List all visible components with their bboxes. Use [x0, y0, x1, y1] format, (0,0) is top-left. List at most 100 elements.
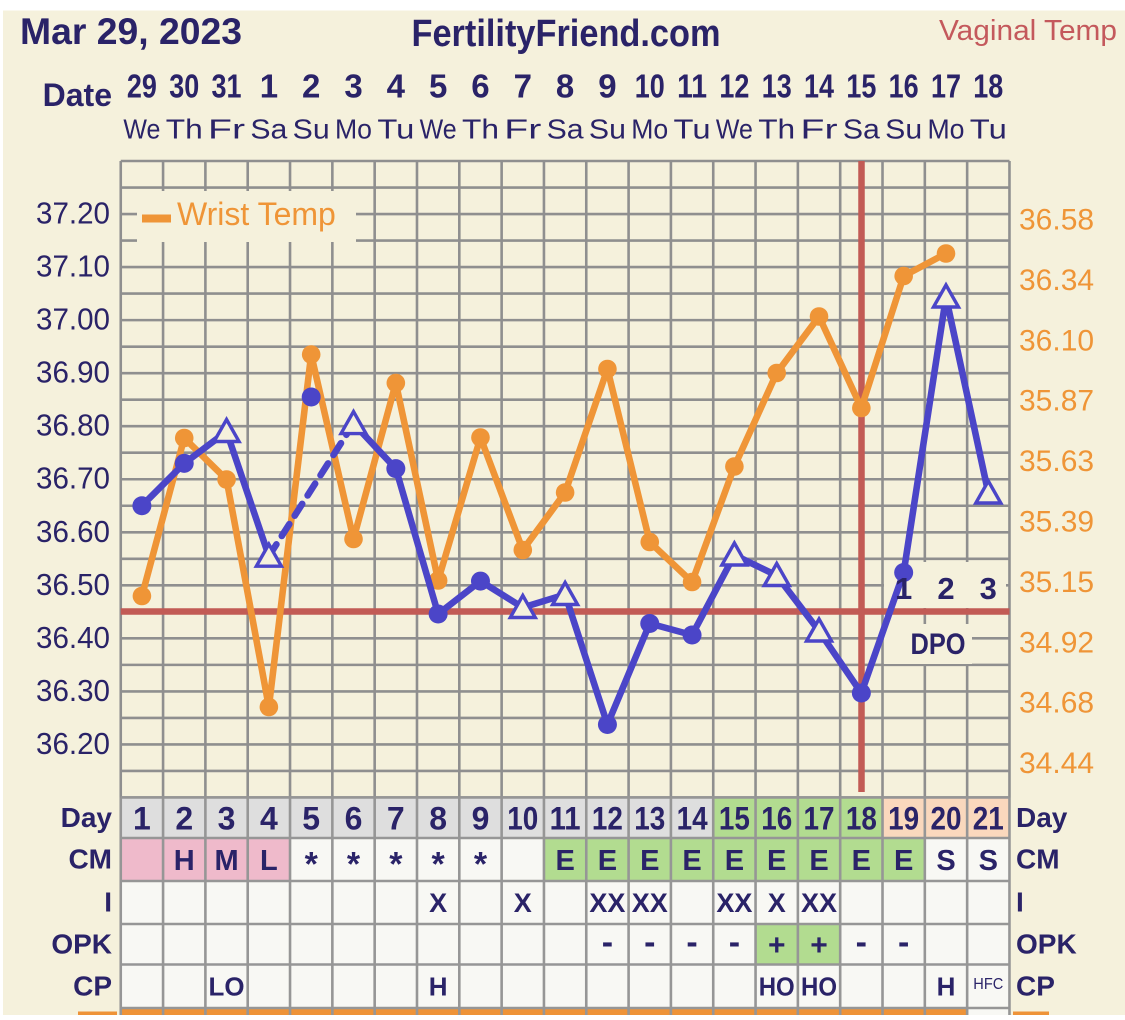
svg-text:Su: Su [293, 114, 330, 145]
svg-text:X: X [514, 888, 532, 918]
svg-text:L: L [260, 845, 278, 877]
svg-text:16: 16 [889, 68, 919, 105]
svg-text:HO: HO [801, 972, 837, 1002]
svg-text:6: 6 [345, 800, 363, 836]
svg-text:We: We [716, 114, 753, 145]
svg-text:1: 1 [895, 571, 912, 606]
svg-text:3: 3 [980, 571, 997, 606]
svg-text:6: 6 [471, 68, 489, 105]
svg-text:36.10: 36.10 [1019, 324, 1094, 357]
svg-text:1: 1 [133, 800, 151, 836]
svg-text:34.44: 34.44 [1019, 747, 1094, 780]
svg-text:36.80: 36.80 [36, 408, 110, 443]
svg-text:16: 16 [761, 800, 792, 836]
svg-text:*: * [305, 846, 319, 884]
svg-text:Day: Day [1016, 802, 1068, 833]
svg-text:15: 15 [719, 800, 750, 836]
svg-text:E: E [894, 845, 913, 877]
svg-text:CM: CM [68, 844, 112, 875]
svg-text:20: 20 [930, 800, 961, 836]
svg-text:-: - [729, 923, 740, 961]
svg-text:XX: XX [632, 888, 668, 918]
svg-text:XX: XX [589, 888, 625, 918]
svg-text:29: 29 [127, 68, 157, 105]
svg-text:-: - [898, 923, 909, 961]
svg-text:3: 3 [218, 800, 236, 836]
svg-text:3: 3 [344, 68, 362, 105]
svg-text:9: 9 [472, 800, 490, 836]
svg-text:E: E [640, 845, 659, 877]
svg-text:4: 4 [260, 800, 278, 836]
svg-text:Day: Day [61, 802, 113, 833]
svg-text:18: 18 [973, 68, 1003, 105]
svg-text:36.90: 36.90 [36, 355, 110, 390]
svg-text:Tu: Tu [377, 114, 414, 145]
svg-text:Tu: Tu [674, 114, 711, 145]
svg-text:*: * [432, 846, 446, 884]
svg-text:*: * [389, 846, 403, 884]
svg-text:H: H [174, 845, 195, 877]
svg-text:S: S [979, 845, 998, 877]
svg-text:Th: Th [758, 114, 795, 145]
svg-text:-: - [856, 923, 867, 961]
svg-text:I: I [104, 887, 112, 918]
svg-text:37.10: 37.10 [36, 249, 110, 284]
svg-text:Wrist Temp: Wrist Temp [177, 196, 336, 232]
svg-text:35.63: 35.63 [1019, 445, 1094, 478]
svg-text:Fr: Fr [208, 114, 245, 145]
svg-text:X: X [429, 888, 447, 918]
svg-text:36.30: 36.30 [36, 673, 110, 708]
svg-text:E: E [555, 845, 574, 877]
svg-text:CP: CP [1016, 970, 1055, 1001]
svg-text:CM: CM [1016, 844, 1060, 875]
svg-text:12: 12 [592, 800, 623, 836]
svg-text:36.70: 36.70 [36, 461, 110, 496]
svg-text:Mar 29, 2023: Mar 29, 2023 [20, 11, 242, 52]
svg-text:E: E [852, 845, 871, 877]
svg-text:DPO: DPO [911, 628, 966, 661]
svg-text:M: M [214, 845, 238, 877]
svg-text:7: 7 [514, 68, 532, 105]
svg-text:*: * [347, 846, 361, 884]
svg-text:17: 17 [931, 68, 961, 105]
svg-text:-: - [686, 923, 697, 961]
svg-text:35.15: 35.15 [1019, 566, 1094, 599]
svg-text:17: 17 [804, 800, 835, 836]
svg-text:*: * [474, 846, 488, 884]
svg-text:36.60: 36.60 [36, 514, 110, 549]
svg-text:HFC: HFC [973, 976, 1003, 993]
svg-text:7: 7 [387, 800, 405, 836]
svg-text:36.58: 36.58 [1019, 204, 1094, 237]
svg-text:18: 18 [846, 800, 877, 836]
svg-text:XX: XX [716, 888, 752, 918]
svg-text:19: 19 [888, 800, 919, 836]
svg-text:E: E [767, 845, 786, 877]
svg-text:I: I [1016, 887, 1024, 918]
svg-text:X: X [768, 888, 786, 918]
svg-text:8: 8 [429, 800, 447, 836]
svg-text:Mo: Mo [335, 114, 372, 145]
svg-text:5: 5 [429, 68, 447, 105]
svg-text:Vaginal Temp: Vaginal Temp [939, 15, 1117, 47]
svg-text:-: - [644, 923, 655, 961]
svg-text:LO: LO [209, 972, 245, 1002]
svg-text:OPK: OPK [51, 928, 112, 959]
svg-text:We: We [420, 114, 457, 145]
svg-text:15: 15 [846, 68, 876, 105]
svg-text:2: 2 [937, 571, 954, 606]
svg-text:36.50: 36.50 [36, 567, 110, 602]
svg-text:35.87: 35.87 [1019, 385, 1094, 418]
svg-text:10: 10 [507, 800, 538, 836]
svg-text:CP: CP [73, 970, 112, 1001]
svg-text:Mo: Mo [927, 114, 964, 145]
svg-text:+: + [810, 929, 828, 962]
svg-text:OPK: OPK [1016, 928, 1077, 959]
svg-text:13: 13 [634, 800, 665, 836]
svg-text:Sa: Sa [547, 114, 584, 145]
svg-text:Fr: Fr [504, 114, 541, 145]
svg-text:H: H [937, 972, 956, 1002]
svg-text:13: 13 [762, 68, 792, 105]
svg-text:Su: Su [589, 114, 626, 145]
svg-text:We: We [123, 114, 160, 145]
svg-text:+: + [768, 929, 786, 962]
